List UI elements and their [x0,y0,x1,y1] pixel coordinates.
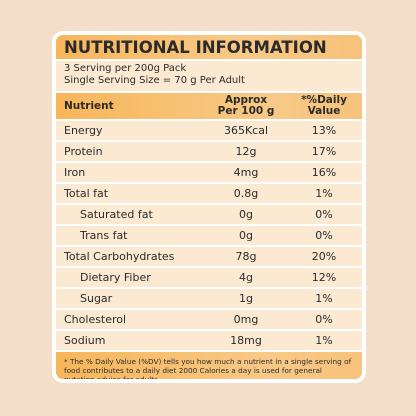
row-amount: 365Kcal [223,124,269,137]
row-name: Protein [64,145,103,158]
row-name: Sugar [80,292,113,305]
row-daily-value: 13% [311,124,337,137]
serving-size: Single Serving Size = 70 g Per Adult [64,75,245,86]
header-approx: Approx Per 100 g [206,93,286,119]
table-row: Total fat 0.8g 1% [56,184,362,205]
row-amount: 0.8g [233,187,259,200]
title-bar: NUTRITIONAL INFORMATION [56,35,362,61]
row-daily-value: 1% [315,187,333,200]
row-daily-value: 20% [311,250,337,263]
table-row: Energy 365Kcal 13% [56,121,362,142]
table-row: Cholesterol 0mg 0% [56,310,362,331]
row-name: Sodium [64,334,106,347]
table-row: Sugar 1g 1% [56,289,362,310]
row-amount: 0g [239,229,253,242]
serving-info: 3 Serving per 200g Pack Single Serving S… [56,61,362,93]
row-daily-value: 0% [315,208,333,221]
nutrition-table: Nutrient Approx Per 100 g *%Daily Value … [56,93,362,352]
row-amount: 4g [239,271,253,284]
row-amount: 1g [239,292,253,305]
table-row: Sodium 18mg 1% [56,331,362,352]
row-name: Dietary Fiber [80,271,151,284]
row-daily-value: 17% [311,145,337,158]
row-amount: 0g [239,208,253,221]
row-daily-value: 1% [315,292,333,305]
label-title: NUTRITIONAL INFORMATION [64,38,327,57]
row-amount: 78g [235,250,257,263]
serving-count: 3 Serving per 200g Pack [64,63,187,74]
header-nutrient: Nutrient [64,99,114,112]
row-amount: 0mg [233,313,259,326]
row-name: Trans fat [80,229,128,242]
table-row: Protein 12g 17% [56,142,362,163]
table-row: Iron 4mg 16% [56,163,362,184]
row-amount: 18mg [230,334,262,347]
table-row: Saturated fat 0g 0% [56,205,362,226]
table-row: Total Carbohydrates 78g 20% [56,247,362,268]
row-name: Total fat [64,187,109,200]
table-header-row: Nutrient Approx Per 100 g *%Daily Value [56,93,362,121]
header-dv-line2: Value [307,105,341,117]
row-name: Saturated fat [80,208,153,221]
header-approx-line2: Per 100 g [217,105,275,117]
row-name: Total Carbohydrates [64,250,175,263]
row-daily-value: 12% [311,271,337,284]
row-daily-value: 1% [315,334,333,347]
row-amount: 4mg [233,166,259,179]
header-dv-line1: *%Daily [301,94,347,106]
row-daily-value: 16% [311,166,337,179]
header-approx-line1: Approx [224,94,268,106]
table-row: Dietary Fiber 4g 12% [56,268,362,289]
nutrition-label: NUTRITIONAL INFORMATION 3 Serving per 20… [52,31,366,383]
row-daily-value: 0% [315,229,333,242]
daily-value-footnote: * The % Daily Value (%DV) tells you how … [56,352,362,379]
row-daily-value: 0% [315,313,333,326]
row-name: Cholesterol [64,313,127,326]
row-name: Energy [64,124,103,137]
header-daily-value: *%Daily Value [286,93,362,119]
table-row: Trans fat 0g 0% [56,226,362,247]
row-amount: 12g [235,145,257,158]
row-name: Iron [64,166,86,179]
